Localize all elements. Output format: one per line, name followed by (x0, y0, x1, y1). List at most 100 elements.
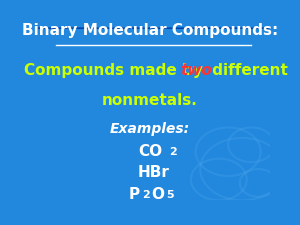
Bar (38, 27, 270, 28)
Bar (38, 28, 270, 29)
Bar (38, 27, 270, 28)
Bar (38, 27, 270, 28)
Bar (38, 27, 270, 28)
Bar (38, 28, 270, 29)
Bar (38, 27, 270, 28)
Bar (38, 27, 270, 28)
Bar (38, 27, 270, 28)
Bar (38, 27, 270, 28)
Bar (38, 27, 270, 28)
Bar (38, 28, 270, 29)
Bar (38, 27, 270, 28)
Bar (38, 28, 270, 29)
Bar (38, 28, 270, 29)
Bar (38, 27, 270, 28)
Bar (38, 28, 270, 29)
Bar (38, 27, 270, 28)
Bar (38, 27, 270, 28)
Bar (38, 28, 270, 29)
Bar (38, 27, 270, 28)
Bar (38, 28, 270, 29)
Bar (38, 28, 270, 29)
Bar (38, 27, 270, 28)
Bar (38, 28, 270, 29)
Bar (38, 28, 270, 29)
Bar (38, 27, 270, 28)
Text: CO: CO (138, 144, 162, 159)
Bar (38, 28, 270, 29)
Bar (38, 28, 270, 29)
Bar (38, 28, 270, 29)
Text: nonmetals.: nonmetals. (102, 93, 198, 108)
Bar (38, 27, 270, 28)
Bar (38, 27, 270, 28)
Bar (38, 27, 270, 28)
Bar (38, 27, 270, 28)
Bar (38, 28, 270, 29)
Bar (38, 27, 270, 28)
Bar (38, 27, 270, 28)
Bar (38, 28, 270, 29)
Bar (38, 28, 270, 29)
Bar (38, 27, 270, 28)
Bar (38, 27, 270, 28)
Bar (38, 28, 270, 29)
Bar (38, 28, 270, 29)
Bar (38, 27, 270, 28)
Bar (38, 28, 270, 29)
Bar (38, 28, 270, 29)
Bar (38, 27, 270, 28)
Bar (38, 27, 270, 28)
Bar (38, 27, 270, 28)
Bar (38, 27, 270, 28)
Bar (38, 27, 270, 28)
Bar (38, 27, 270, 28)
Bar (38, 27, 270, 28)
Bar (38, 27, 270, 28)
Bar (38, 27, 270, 28)
Bar (38, 27, 270, 28)
Bar (38, 27, 270, 28)
Bar (38, 27, 270, 28)
Bar (38, 27, 270, 28)
Bar (38, 28, 270, 29)
Bar (38, 27, 270, 28)
Bar (38, 28, 270, 29)
Bar (38, 28, 270, 29)
Bar (38, 27, 270, 28)
Bar (38, 27, 270, 28)
Bar (38, 27, 270, 28)
Bar (38, 27, 270, 28)
Bar (38, 27, 270, 28)
Bar (38, 27, 270, 28)
Bar (38, 28, 270, 29)
Bar (38, 28, 270, 29)
Bar (38, 28, 270, 29)
Bar (38, 27, 270, 28)
Bar (38, 27, 270, 28)
Bar (38, 28, 270, 29)
Text: Compounds made by: Compounds made by (24, 63, 208, 78)
Bar (38, 27, 270, 28)
Bar (38, 28, 270, 29)
Text: Binary Molecular Compounds:: Binary Molecular Compounds: (22, 22, 278, 38)
Bar (38, 27, 270, 28)
Bar (38, 27, 270, 28)
Bar (38, 27, 270, 28)
Bar (38, 27, 270, 28)
Bar (38, 28, 270, 29)
Bar (38, 28, 270, 29)
Bar (38, 27, 270, 28)
Bar (38, 27, 270, 28)
Bar (38, 28, 270, 29)
Bar (38, 27, 270, 28)
Bar (38, 27, 270, 28)
Bar (38, 27, 270, 28)
Text: 5: 5 (167, 190, 174, 200)
Bar (38, 28, 270, 29)
Bar (38, 27, 270, 28)
Bar (38, 28, 270, 29)
Bar (38, 27, 270, 28)
Bar (38, 27, 270, 28)
Bar (38, 27, 270, 28)
